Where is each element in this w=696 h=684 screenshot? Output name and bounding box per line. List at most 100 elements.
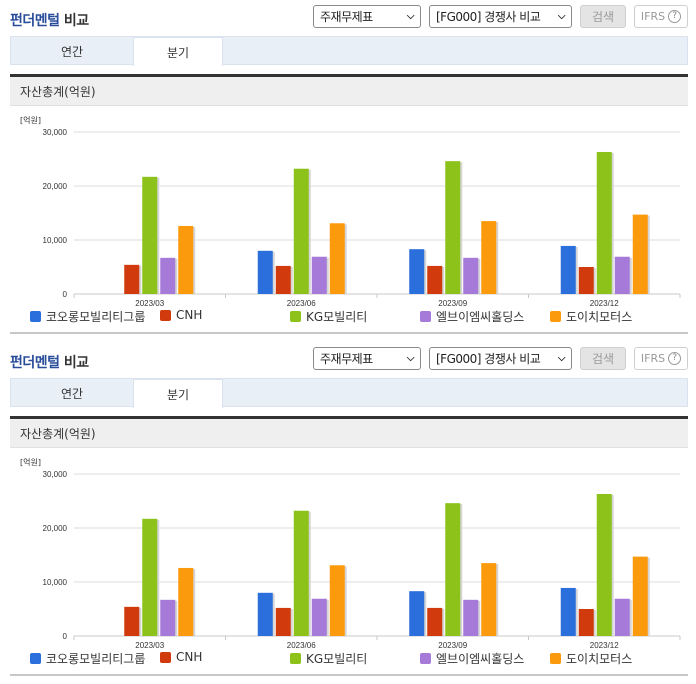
statement-type-select[interactable]: 주재무제표 ⌵: [313, 347, 421, 370]
bar[interactable]: [614, 256, 630, 294]
legend-item[interactable]: 엘브이엠씨홀딩스: [420, 650, 524, 667]
bar[interactable]: [614, 598, 630, 636]
bar[interactable]: [445, 503, 461, 636]
title-sub: 비교: [59, 355, 89, 371]
bar[interactable]: [427, 265, 443, 294]
bar[interactable]: [409, 591, 425, 636]
statement-select-value: 주재무제표: [320, 352, 373, 366]
bar[interactable]: [481, 221, 497, 294]
legend-item[interactable]: 코오롱모빌리티그룹: [30, 308, 145, 325]
ifrs-label: IFRS: [640, 352, 666, 365]
chart-plot-area: 0 10,000 20,000 30,000 2023/03 2023/06 2023/09…: [43, 128, 681, 308]
bar[interactable]: [142, 518, 158, 636]
legend-item[interactable]: KG모빌리티: [290, 308, 367, 325]
bar[interactable]: [275, 265, 291, 294]
tab-quarterly[interactable]: 분기: [133, 37, 223, 66]
bar[interactable]: [311, 598, 327, 636]
legend-swatch-icon: [420, 311, 431, 322]
bar[interactable]: [160, 257, 176, 294]
bar[interactable]: [560, 587, 576, 636]
bar[interactable]: [596, 151, 612, 294]
bar[interactable]: [463, 599, 479, 636]
bar[interactable]: [409, 249, 425, 294]
bar[interactable]: [160, 599, 176, 636]
bar[interactable]: [329, 565, 345, 636]
legend-label: CNH: [176, 650, 203, 664]
y-tick-label: 10,000: [43, 578, 68, 587]
tab-quarterly[interactable]: 분기: [133, 379, 223, 408]
controls-bar: 주재무제표 ⌵ [FG000] 경쟁사 비교 ⌵ 검색 IFRS ?: [313, 5, 688, 28]
statement-type-select[interactable]: 주재무제표 ⌵: [313, 5, 421, 28]
help-icon[interactable]: ?: [668, 352, 682, 365]
bar[interactable]: [293, 168, 309, 294]
legend-label: 도이치모터스: [566, 652, 633, 666]
bar[interactable]: [178, 567, 194, 636]
bar[interactable]: [142, 176, 158, 294]
ifrs-label: IFRS: [640, 10, 666, 23]
ifrs-button[interactable]: IFRS ?: [634, 347, 688, 370]
period-tabs: 연간 분기: [10, 36, 688, 66]
bar[interactable]: [178, 225, 194, 294]
bar[interactable]: [124, 264, 140, 294]
bar[interactable]: [329, 223, 345, 294]
legend-item[interactable]: 도이치모터스: [550, 650, 632, 667]
comparison-group-select[interactable]: [FG000] 경쟁사 비교 ⌵: [429, 347, 572, 370]
legend-swatch-icon: [550, 653, 561, 664]
search-button[interactable]: 검색: [580, 347, 626, 370]
x-category-label: 2023/12: [590, 641, 619, 650]
bar[interactable]: [445, 161, 461, 294]
bar[interactable]: [632, 556, 648, 636]
y-tick-label: 10,000: [43, 236, 68, 245]
y-tick-label: 0: [63, 290, 68, 299]
title-sub: 비교: [59, 13, 89, 29]
chevron-down-icon: ⌵: [406, 11, 415, 22]
bar[interactable]: [257, 592, 273, 636]
bar[interactable]: [427, 607, 443, 636]
title-main: 펀더멘털: [10, 355, 60, 371]
bar[interactable]: [257, 250, 273, 294]
comparison-group-select[interactable]: [FG000] 경쟁사 비교 ⌵: [429, 5, 572, 28]
chevron-down-icon: ⌵: [557, 353, 566, 364]
bar[interactable]: [632, 214, 648, 294]
bar[interactable]: [578, 609, 594, 636]
chart-legend: 코오롱모빌리티그룹 CNH KG모빌리티 엘브이엠씨홀딩스 도이치모터스: [30, 308, 680, 326]
tab-annual[interactable]: 연간: [60, 44, 84, 59]
legend-swatch-icon: [160, 651, 171, 663]
bar[interactable]: [578, 267, 594, 294]
legend-label: 엘브이엠씨홀딩스: [436, 310, 525, 324]
bar[interactable]: [124, 606, 140, 636]
help-icon[interactable]: ?: [668, 10, 682, 23]
legend-item[interactable]: CNH: [160, 308, 202, 322]
period-tabs: 연간 분기: [10, 378, 688, 408]
x-category-label: 2023/03: [135, 641, 164, 650]
bar[interactable]: [463, 257, 479, 294]
y-axis-unit-label: [억원]: [20, 116, 41, 125]
statement-select-value: 주재무제표: [320, 10, 373, 24]
x-category-label: 2023/12: [590, 299, 619, 308]
bar[interactable]: [275, 607, 291, 636]
legend-item[interactable]: 도이치모터스: [550, 308, 632, 325]
y-tick-label: 20,000: [43, 524, 68, 533]
section-divider: [10, 332, 688, 334]
x-category-label: 2023/09: [438, 641, 467, 650]
legend-item[interactable]: 엘브이엠씨홀딩스: [420, 308, 524, 325]
panel-title: 자산총계(억원): [10, 74, 688, 106]
bar-chart: 0 10,000 20,000 30,000 2023/03 2023/06 2023/09…: [43, 128, 681, 308]
legend-item[interactable]: KG모빌리티: [290, 650, 367, 667]
bar[interactable]: [560, 245, 576, 294]
y-tick-label: 30,000: [43, 128, 68, 137]
legend-item[interactable]: 코오롱모빌리티그룹: [30, 650, 145, 667]
y-tick-label: 0: [63, 632, 68, 641]
bar[interactable]: [596, 493, 612, 636]
bar[interactable]: [293, 510, 309, 636]
legend-label: KG모빌리티: [306, 652, 368, 666]
search-button[interactable]: 검색: [580, 5, 626, 28]
bar[interactable]: [481, 563, 497, 636]
tab-annual[interactable]: 연간: [60, 386, 84, 401]
ifrs-button[interactable]: IFRS ?: [634, 5, 688, 28]
legend-item[interactable]: CNH: [160, 650, 202, 664]
legend-swatch-icon: [30, 653, 41, 664]
x-category-label: 2023/06: [287, 641, 316, 650]
bar[interactable]: [311, 256, 327, 294]
chart-legend: 코오롱모빌리티그룹 CNH KG모빌리티 엘브이엠씨홀딩스 도이치모터스: [30, 650, 680, 668]
